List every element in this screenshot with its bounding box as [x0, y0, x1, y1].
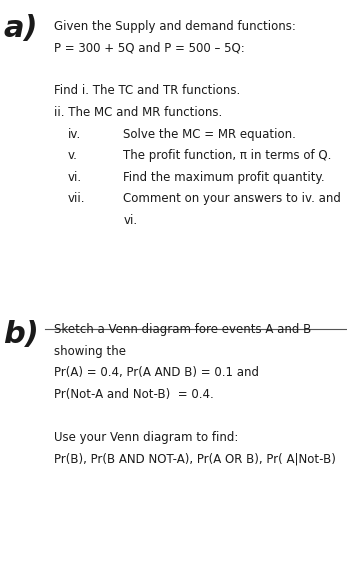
Text: Pr(A) = 0.4, Pr(A AND B) = 0.1 and: Pr(A) = 0.4, Pr(A AND B) = 0.1 and — [54, 366, 259, 379]
Text: Find the maximum profit quantity.: Find the maximum profit quantity. — [123, 171, 325, 184]
Text: iv.: iv. — [68, 128, 81, 141]
Text: v.: v. — [68, 149, 77, 162]
Text: Sketch a Venn diagram fore events A and B: Sketch a Venn diagram fore events A and … — [54, 323, 311, 336]
Text: vii.: vii. — [68, 192, 85, 205]
Text: Use your Venn diagram to find:: Use your Venn diagram to find: — [54, 431, 238, 444]
Text: showing the: showing the — [54, 345, 126, 358]
Text: Solve the MC = MR equation.: Solve the MC = MR equation. — [123, 128, 296, 141]
Text: The profit function, π in terms of Q.: The profit function, π in terms of Q. — [123, 149, 332, 162]
Text: vi.: vi. — [123, 214, 137, 227]
Text: Given the Supply and demand functions:: Given the Supply and demand functions: — [54, 20, 296, 33]
Text: Pr(B), Pr(B AND NOT-A), Pr(A OR B), Pr( A|Not-B): Pr(B), Pr(B AND NOT-A), Pr(A OR B), Pr( … — [54, 452, 336, 466]
Text: vi.: vi. — [68, 171, 82, 184]
Text: Comment on your answers to iv. and: Comment on your answers to iv. and — [123, 192, 341, 205]
Text: Pr(Not-A and Not-B)  = 0.4.: Pr(Not-A and Not-B) = 0.4. — [54, 388, 213, 401]
Text: ii. The MC and MR functions.: ii. The MC and MR functions. — [54, 106, 222, 119]
Text: Find i. The TC and TR functions.: Find i. The TC and TR functions. — [54, 84, 240, 98]
Text: a): a) — [3, 14, 38, 43]
Text: b): b) — [3, 320, 39, 349]
Text: P = 300 + 5Q and P = 500 – 5Q:: P = 300 + 5Q and P = 500 – 5Q: — [54, 41, 245, 54]
